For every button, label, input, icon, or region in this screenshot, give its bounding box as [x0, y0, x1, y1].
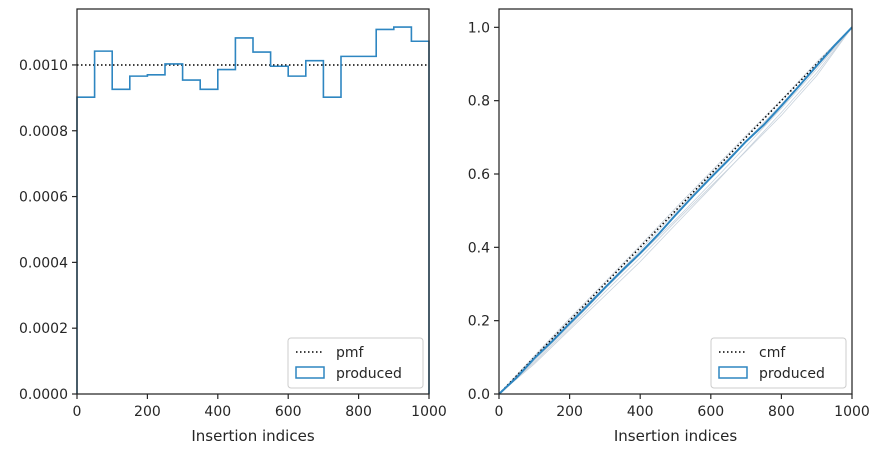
x-tick-label: 600 — [697, 404, 724, 420]
x-tick-label: 200 — [134, 404, 161, 420]
legend-pmf-label: pmf — [336, 345, 365, 361]
x-tick-label: 600 — [275, 404, 302, 420]
y-tick-label: 0.0008 — [19, 124, 68, 140]
produced-step-histogram — [76, 26, 430, 394]
axes-frame — [498, 8, 853, 395]
legend-produced-swatch — [295, 366, 325, 379]
x-ticks: 0 200 400 600 800 1000 — [495, 394, 870, 420]
x-tick-label: 400 — [627, 404, 654, 420]
produced-line — [498, 26, 853, 395]
y-tick-label: 0.0006 — [19, 190, 68, 206]
y-ticks: 0.0 0.2 0.4 0.6 0.8 1.0 — [468, 20, 499, 403]
x-axis-label: Insertion indices — [614, 427, 737, 445]
legend-box — [287, 337, 424, 389]
y-tick-label: 0.6 — [468, 167, 490, 183]
series-group — [76, 26, 430, 394]
y-tick-label: 0.0004 — [19, 255, 68, 271]
legend-produced-label: produced — [336, 366, 402, 382]
faint-series-line — [498, 27, 853, 395]
x-axis-label: Insertion indices — [191, 427, 314, 445]
y-tick-label: 0.8 — [468, 94, 490, 110]
x-tick-label: 1000 — [834, 404, 870, 420]
pmf-histogram-panel: 0 200 400 600 800 1000 0.00000.00020.00040.00… — [19, 8, 447, 445]
x-tick-label: 200 — [556, 404, 583, 420]
legend-cmf-label: cmf — [759, 345, 786, 361]
x-tick-label: 0 — [495, 404, 504, 420]
y-tick-label: 0.2 — [468, 314, 490, 330]
series-group — [498, 26, 853, 395]
y-tick-label: 0.0 — [468, 387, 490, 403]
axes-frame — [76, 8, 430, 395]
legend-box — [710, 337, 847, 389]
faint-series-line — [498, 27, 853, 395]
y-tick-label: 0.0010 — [19, 58, 68, 74]
x-tick-label: 800 — [345, 404, 372, 420]
legend-produced-swatch — [718, 366, 748, 379]
x-tick-label: 0 — [73, 404, 82, 420]
faint-series-line — [498, 27, 853, 395]
cmf-reference-line — [498, 26, 853, 395]
y-tick-label: 1.0 — [468, 20, 490, 36]
cmf-line-panel: 0 200 400 600 800 1000 0.0 0.2 0.4 0.6 0.8 1.0 Ins… — [468, 8, 870, 445]
x-tick-label: 400 — [204, 404, 231, 420]
faint-series-line — [498, 27, 853, 395]
x-tick-label: 1000 — [411, 404, 447, 420]
y-tick-label: 0.4 — [468, 240, 490, 256]
y-tick-label: 0.0000 — [19, 387, 68, 403]
legend-produced-label: produced — [759, 366, 825, 382]
y-ticks: 0.0000 0.0002 0.0004 0.0006 0.0008 0.0010 — [19, 58, 77, 403]
legend: pmf produced — [287, 337, 424, 389]
legend: cmf produced — [710, 337, 847, 389]
x-tick-label: 800 — [768, 404, 795, 420]
y-tick-label: 0.0002 — [19, 321, 68, 337]
x-ticks: 0 200 400 600 800 1000 — [73, 394, 447, 420]
